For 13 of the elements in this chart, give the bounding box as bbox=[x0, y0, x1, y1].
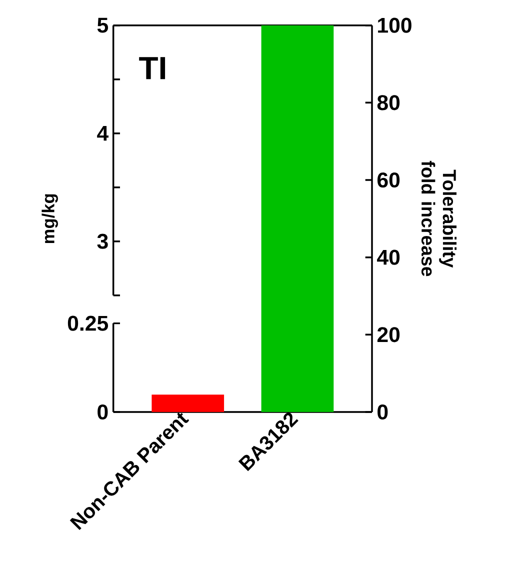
y-tick-label: 0.25 bbox=[68, 316, 108, 331]
y3-tick-label: 5 bbox=[97, 18, 108, 33]
y2-tick-label: 60 bbox=[377, 172, 400, 188]
y3-tick-label: 3 bbox=[97, 234, 108, 249]
y2-axis-title: Tolerability fold increase bbox=[421, 160, 457, 276]
y2-tick-label: 20 bbox=[377, 327, 400, 342]
y2-tick-label: 40 bbox=[377, 250, 400, 265]
y2-tick-label: 100 bbox=[378, 18, 412, 33]
y2-tick-label: 0 bbox=[378, 404, 388, 420]
annotation: TI bbox=[139, 57, 166, 80]
y3-tick-label: 4 bbox=[97, 126, 109, 141]
y-axis-title: mg/kg bbox=[42, 194, 58, 244]
y2-tick-label: 80 bbox=[377, 95, 400, 110]
